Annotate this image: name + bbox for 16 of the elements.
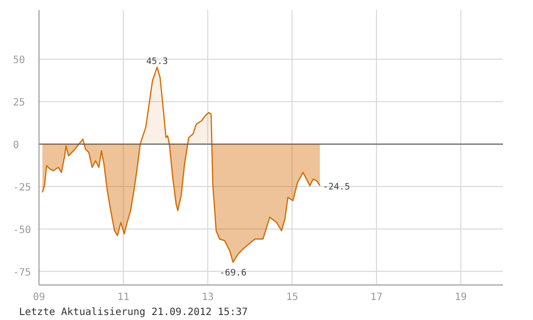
x-tick-label: 11: [117, 292, 130, 303]
y-tick-label: 50: [13, 55, 26, 66]
y-tick-label: -25: [13, 182, 32, 194]
x-tick-label: 09: [32, 292, 46, 303]
y-tick-label: -75: [13, 267, 32, 278]
x-tick-label: 13: [202, 292, 214, 303]
x-tick-label: 15: [286, 292, 298, 303]
annotation: 45.3: [146, 57, 168, 68]
annotation: -69.6: [219, 268, 247, 278]
y-tick-label: -50: [13, 224, 32, 236]
annotation: -24.5: [322, 182, 350, 193]
x-tick-label: 19: [454, 292, 467, 303]
y-tick-label: 25: [13, 98, 26, 109]
x-tick-label: 17: [370, 292, 382, 303]
text: Letzte Aktualisierung 21.09.2012 15:37: [19, 307, 248, 318]
y-tick-label: 0: [13, 140, 20, 152]
